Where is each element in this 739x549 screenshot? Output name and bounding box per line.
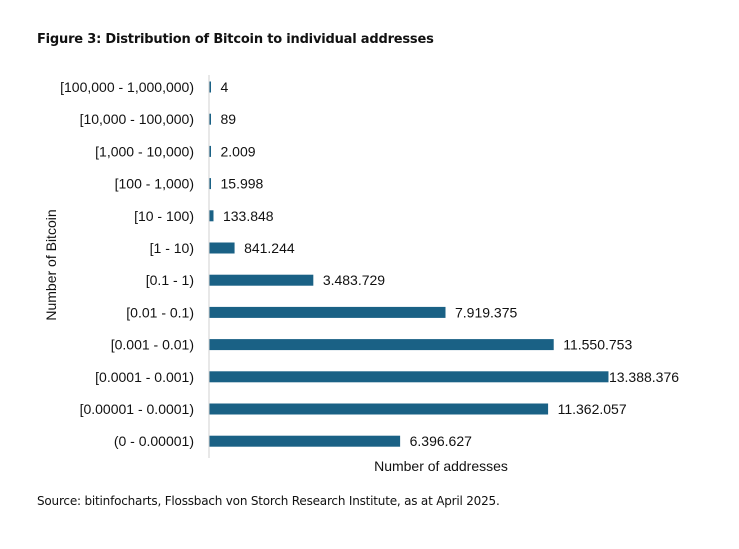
data-label: 13.388.376 bbox=[609, 369, 679, 385]
chart-title: Figure 3: Distribution of Bitcoin to ind… bbox=[37, 32, 434, 47]
data-label: 6.396.627 bbox=[410, 433, 472, 449]
bar bbox=[209, 242, 235, 254]
data-label: 3.483.729 bbox=[323, 272, 385, 288]
bar bbox=[209, 435, 401, 447]
category-tick-label: [10 - 100) bbox=[134, 208, 194, 224]
category-tick-label: [0.001 - 0.01) bbox=[111, 337, 194, 353]
data-label: 7.919.375 bbox=[455, 304, 517, 320]
data-label: 4 bbox=[221, 79, 229, 95]
category-tick-label: [1 - 10) bbox=[150, 240, 194, 256]
x-axis-label: Number of addresses bbox=[374, 458, 508, 474]
data-label: 11.362.057 bbox=[558, 401, 627, 417]
bar bbox=[209, 210, 214, 222]
category-tick-label: (0 - 0.00001) bbox=[114, 433, 194, 449]
category-tick-label: [100 - 1,000) bbox=[115, 176, 194, 192]
category-tick-label: [0.00001 - 0.0001) bbox=[80, 401, 194, 417]
data-label: 89 bbox=[221, 111, 237, 127]
bar bbox=[209, 113, 211, 125]
category-tick-label: [1,000 - 10,000) bbox=[95, 143, 194, 159]
category-tick-label: [0.0001 - 0.001) bbox=[95, 369, 194, 385]
data-label: 15.998 bbox=[221, 176, 264, 192]
bar bbox=[209, 81, 211, 93]
y-axis-label: Number of Bitcoin bbox=[43, 209, 59, 320]
category-tick-label: [10,000 - 100,000) bbox=[80, 111, 194, 127]
source-note: Source: bitinfocharts, Flossbach von Sto… bbox=[37, 494, 500, 508]
bar bbox=[209, 178, 211, 190]
data-label: 841.244 bbox=[244, 240, 295, 256]
category-tick-label: [0.01 - 0.1) bbox=[126, 304, 194, 320]
category-tick-label: [0.1 - 1) bbox=[146, 272, 194, 288]
bar bbox=[209, 306, 446, 318]
category-tick-label: [100,000 - 1,000,000) bbox=[60, 79, 194, 95]
bar bbox=[209, 274, 314, 286]
bar bbox=[209, 403, 549, 415]
bar bbox=[209, 339, 554, 351]
data-label: 11.550.753 bbox=[563, 337, 632, 353]
data-label: 2.009 bbox=[221, 143, 256, 159]
bar bbox=[209, 145, 211, 157]
data-label: 133.848 bbox=[223, 208, 274, 224]
bar bbox=[209, 371, 609, 383]
